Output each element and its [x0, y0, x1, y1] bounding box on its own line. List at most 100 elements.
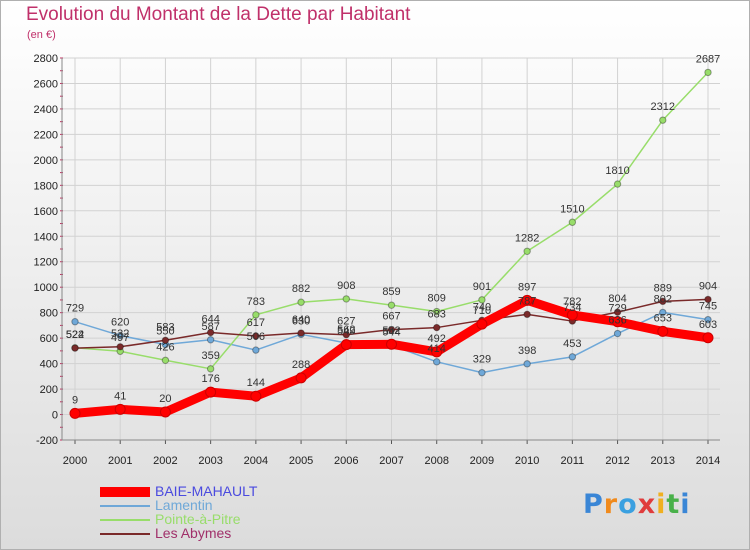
legend-label: Les Abymes [155, 525, 232, 541]
data-point [613, 329, 622, 338]
data-label: 683 [428, 309, 446, 321]
data-point [342, 330, 350, 339]
y-tick-label: 200 [40, 384, 58, 396]
data-label: 524 [66, 329, 84, 341]
axes: -200 0 200 400 600 800 1000 1200 1400 1600 1800 200… [34, 53, 721, 467]
data-point [704, 68, 712, 77]
data-point [340, 339, 352, 351]
data-point [295, 372, 307, 384]
data-label: 901 [473, 281, 491, 293]
data-point [613, 308, 622, 316]
data-label: 583 [156, 321, 174, 333]
data-point [161, 356, 170, 364]
x-tick-label: 2000 [63, 455, 87, 467]
data-label: 544 [382, 326, 400, 338]
data-label: 640 [292, 314, 310, 326]
x-tick-label: 2002 [153, 455, 177, 467]
y-tick-label: -200 [36, 435, 58, 447]
data-label: 782 [563, 296, 581, 308]
y-tick-label: 2800 [34, 53, 58, 65]
logo-letter: x [637, 489, 657, 520]
logo-letter: i [656, 489, 667, 520]
data-label: 787 [518, 295, 536, 307]
data-point [433, 358, 441, 366]
data-point [116, 331, 124, 340]
data-point [568, 218, 577, 226]
legend-swatch [100, 533, 150, 535]
data-point [568, 353, 577, 361]
data-labels: 9 41 20 176 144 288 549 552 492 710 897 782 729 653 60… [66, 53, 720, 406]
data-label: 908 [337, 280, 355, 292]
series-lines [69, 68, 714, 419]
data-point [702, 332, 714, 344]
y-tick-label: 800 [40, 308, 58, 320]
data-label: 2687 [696, 53, 720, 65]
data-point [342, 295, 350, 303]
data-label: 329 [473, 354, 491, 366]
data-label: 552 [382, 325, 400, 337]
data-label: 809 [428, 293, 446, 305]
data-point [566, 309, 578, 321]
y-tick-label: 1200 [34, 257, 58, 269]
data-label: 617 [247, 317, 265, 329]
x-tick-label: 2011 [561, 455, 585, 467]
data-point [657, 325, 669, 337]
data-label: 497 [111, 332, 129, 344]
data-label: 176 [201, 373, 219, 385]
logo-letter: i [680, 489, 691, 520]
data-label: 41 [114, 390, 126, 402]
x-tick-label: 2005 [289, 455, 313, 467]
data-point [252, 332, 260, 340]
data-point [521, 294, 533, 306]
data-point [71, 344, 79, 352]
logo-letter: t [666, 489, 681, 520]
data-label: 804 [608, 293, 626, 305]
data-label: 897 [518, 281, 536, 293]
data-point [523, 247, 531, 255]
legend-label: Pointe-à-Pitre [155, 511, 241, 527]
legend-swatch [100, 487, 150, 497]
data-point [659, 297, 667, 306]
data-label: 1510 [560, 203, 584, 215]
y-tick-label: 2600 [34, 78, 58, 90]
y-tick-label: 400 [40, 359, 58, 371]
data-label: 783 [247, 296, 265, 308]
data-point [523, 360, 531, 368]
y-tick-label: 1800 [34, 180, 58, 192]
x-tick-label: 2007 [379, 455, 403, 467]
x-tick-label: 2013 [651, 455, 675, 467]
data-label: 414 [428, 343, 446, 355]
data-point [206, 328, 215, 337]
data-point [478, 368, 486, 377]
data-label: 620 [111, 317, 129, 329]
data-point [252, 311, 260, 319]
data-point [71, 318, 79, 326]
data-label: 492 [428, 333, 446, 345]
data-point [387, 301, 396, 309]
data-label: 9 [72, 394, 78, 406]
data-label: 587 [201, 321, 219, 333]
data-point [476, 318, 488, 330]
data-label: 603 [699, 319, 717, 331]
data-point [69, 407, 81, 419]
data-point [250, 390, 262, 402]
y-tick-label: 600 [40, 333, 58, 345]
data-label: 630 [292, 315, 310, 327]
data-label: 636 [608, 315, 626, 327]
y-tick-label: 1400 [34, 231, 58, 243]
data-point [161, 336, 170, 344]
x-tick-label: 2010 [515, 455, 539, 467]
data-label: 859 [382, 286, 400, 298]
data-label: 740 [473, 301, 491, 313]
data-label: 729 [608, 303, 626, 315]
data-label: 644 [201, 314, 219, 326]
data-point [252, 346, 260, 354]
x-tick-label: 2001 [108, 455, 132, 467]
proxiti-logo: Proxiti [583, 489, 691, 520]
legend-label: Lamentin [155, 497, 213, 513]
data-label: 426 [156, 341, 174, 353]
data-label: 532 [111, 328, 129, 340]
y-tick-label: 1000 [34, 282, 58, 294]
data-point [431, 346, 443, 358]
